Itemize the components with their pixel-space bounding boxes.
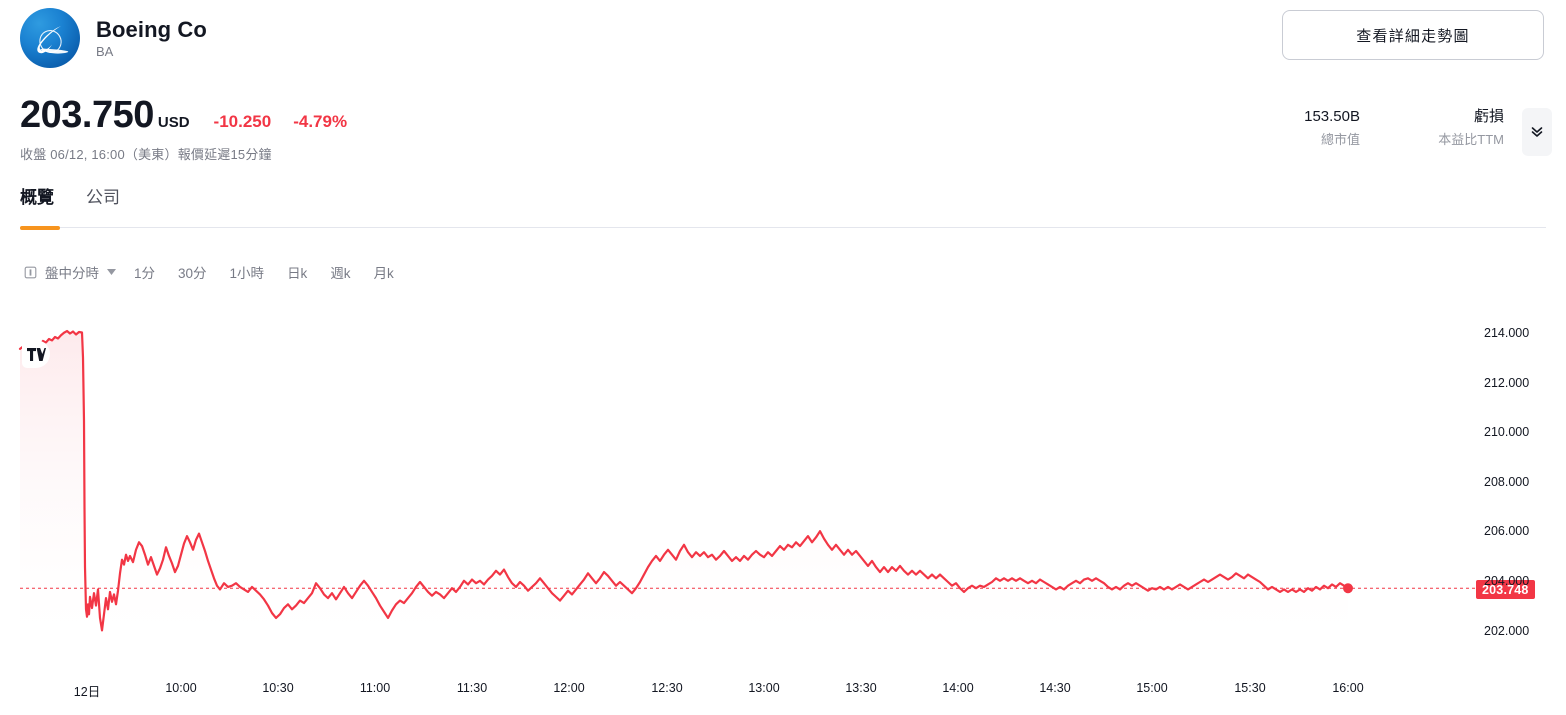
tab-overview[interactable]: 概覽 (20, 188, 54, 207)
page-title: Boeing Co (96, 16, 207, 42)
chart-price-line (18, 329, 1350, 632)
chevron-down-icon[interactable] (107, 269, 116, 275)
x-axis-tick: 15:00 (1136, 681, 1168, 695)
interval-1m[interactable]: 1分 (134, 266, 156, 281)
expand-stats-button[interactable] (1522, 108, 1552, 156)
quote-price-row: 203.750 USD -10.250 -4.79% (20, 96, 347, 134)
view-detailed-chart-button[interactable]: 查看詳細走勢圖 (1282, 10, 1544, 60)
x-axis-tick: 14:00 (942, 681, 974, 695)
interval-month[interactable]: 月k (373, 266, 394, 281)
stat-value: 虧損 (1473, 108, 1504, 125)
ticker-symbol: BA (96, 44, 114, 59)
y-axis-tick: 214.000 (1484, 326, 1530, 340)
x-axis-tick: 15:30 (1234, 681, 1266, 695)
stat-label: 本益比TTM (1438, 132, 1504, 148)
interval-1h[interactable]: 1小時 (229, 266, 265, 281)
y-axis-tick: 206.000 (1484, 524, 1530, 539)
double-chevron-down-icon (1529, 123, 1545, 142)
x-axis-tick: 12:30 (651, 681, 683, 695)
x-axis-tick: 13:00 (748, 681, 780, 695)
key-stats: 153.50B 總市值 虧損 本益比TTM (1280, 108, 1504, 148)
tab-divider (20, 227, 1546, 228)
chart-canvas[interactable] (0, 300, 1566, 715)
chart-interval-toolbar: 盤中分時 1分 30分 1小時 日k 週k 月k (22, 262, 417, 282)
y-axis-tick: 210.000 (1484, 425, 1530, 440)
boeing-logo-icon (20, 8, 80, 68)
tradingview-logo-icon (22, 340, 50, 368)
x-axis-tick: 11:00 (359, 681, 391, 695)
y-axis-tick: 204.000 (1484, 574, 1530, 588)
currency-label: USD (157, 114, 190, 131)
chart-area-fill (20, 331, 1348, 660)
interval-30m[interactable]: 30分 (178, 266, 207, 281)
stat-value: 153.50B (1304, 108, 1360, 125)
active-tab-indicator (20, 226, 60, 230)
candlestick-icon (22, 264, 38, 280)
interval-week[interactable]: 週k (330, 266, 351, 281)
last-price-dot (1343, 583, 1353, 594)
chart-interval-selected[interactable]: 盤中分時 (45, 266, 99, 281)
current-price: 203.750 (20, 94, 154, 136)
x-axis-tick: 10:30 (262, 681, 294, 695)
stat-label: 總市值 (1320, 132, 1360, 148)
y-axis-tick: 212.000 (1484, 375, 1530, 390)
quote-status-line: 收盤 06/12, 16:00（美東）報價延遲15分鐘 (20, 147, 272, 162)
x-axis-tick: 10:00 (165, 681, 197, 695)
last-price-badge: 203.748 (1476, 580, 1535, 599)
y-axis-tick: 208.000 (1484, 474, 1530, 489)
x-axis-tick: 13:30 (845, 681, 877, 695)
price-change-percent: -4.79% (293, 112, 348, 131)
interval-day[interactable]: 日k (287, 266, 308, 281)
x-axis-tick: 11:30 (456, 681, 488, 695)
x-axis-tick: 16:00 (1332, 681, 1364, 695)
stat-pe-ttm: 虧損 本益比TTM (1424, 108, 1504, 148)
y-axis-tick: 202.000 (1484, 623, 1530, 638)
stat-market-cap: 153.50B 總市值 (1280, 108, 1360, 148)
company-name-block: Boeing Co BA (96, 17, 207, 60)
company-header: Boeing Co BA (20, 8, 207, 68)
price-change: -10.250 (213, 112, 272, 131)
x-axis-tick: 12:00 (553, 681, 585, 695)
x-axis-tick: 12日 (73, 685, 101, 699)
intraday-price-chart[interactable] (0, 300, 1566, 715)
tab-bar: 概覽 公司 (20, 188, 120, 218)
tab-company[interactable]: 公司 (86, 188, 120, 207)
x-axis-tick: 14:30 (1039, 681, 1071, 695)
